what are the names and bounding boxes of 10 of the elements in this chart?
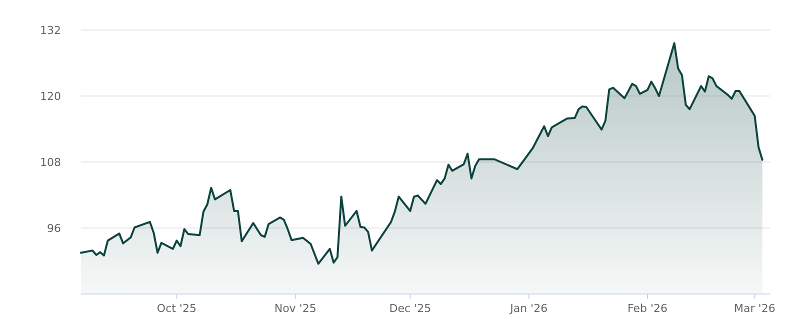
x-tick-label: Nov '25	[274, 302, 316, 315]
y-tick-label: 132	[40, 24, 61, 37]
x-tick-label: Dec '25	[389, 302, 432, 315]
x-tick-label: Feb '26	[628, 302, 668, 315]
y-tick-label: 120	[40, 90, 61, 103]
x-tick-label: Oct '25	[156, 302, 196, 315]
x-tick-label: Jan '26	[509, 302, 548, 315]
y-tick-label: 96	[47, 222, 61, 235]
x-tick-label: Mar '26	[734, 302, 776, 315]
y-tick-label: 108	[40, 156, 61, 169]
